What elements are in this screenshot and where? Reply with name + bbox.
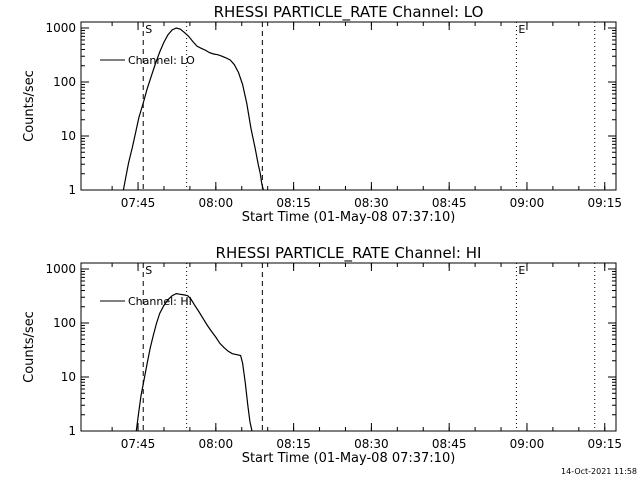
x-tick-label: 07:45: [121, 437, 156, 451]
legend-label: Channel: HI: [128, 295, 192, 308]
footer-timestamp: 14-Oct-2021 11:58: [561, 467, 637, 476]
x-tick-label: 07:45: [121, 196, 156, 210]
x-tick-label: 09:00: [510, 196, 545, 210]
x-tick-label: 08:00: [199, 196, 234, 210]
marker-label: S: [145, 264, 152, 277]
y-tick-label: 1000: [45, 262, 76, 276]
x-tick-label: 08:30: [354, 437, 389, 451]
x-tick-label: 09:00: [510, 437, 545, 451]
lo-channel-panel: RHESSI PARTICLE_RATE Channel: LO 07:45 08:…: [22, 3, 622, 225]
x-tick-label: 08:15: [276, 437, 311, 451]
y-axis-label: Counts/sec: [22, 70, 37, 142]
x-tick-label: 08:45: [432, 196, 467, 210]
y-tick-label: 100: [53, 316, 76, 330]
marker-label: S: [145, 23, 152, 36]
hi-channel-panel: RHESSI PARTICLE_RATE Channel: HI 07:45 08:…: [22, 244, 622, 466]
y-tick-label: 1: [68, 424, 76, 438]
y-axis-label: Counts/sec: [22, 311, 37, 383]
x-tick-label: 09:15: [587, 437, 622, 451]
x-tick-label: 08:00: [199, 437, 234, 451]
plot-frame: [80, 262, 617, 432]
legend-label: Channel: LO: [128, 54, 195, 67]
y-tick-label: 100: [53, 75, 76, 89]
marker-label: E: [518, 23, 525, 36]
x-tick-label: 08:15: [276, 196, 311, 210]
plot-frame: [80, 21, 617, 191]
y-tick-label: 10: [61, 370, 76, 384]
x-axis-label: Start Time (01-May-08 07:37:10): [242, 210, 456, 225]
chart-title: RHESSI PARTICLE_RATE Channel: HI: [216, 244, 482, 263]
x-tick-label: 09:15: [587, 196, 622, 210]
x-axis-label: Start Time (01-May-08 07:37:10): [242, 451, 456, 466]
series-line: [122, 27, 264, 191]
x-tick-label: 08:30: [354, 196, 389, 210]
marker-label: E: [518, 264, 525, 277]
y-tick-label: 1: [68, 183, 76, 197]
series-line: [135, 292, 253, 432]
x-tick-label: 08:45: [432, 437, 467, 451]
y-tick-label: 1000: [45, 21, 76, 35]
y-tick-label: 10: [61, 129, 76, 143]
chart-title: RHESSI PARTICLE_RATE Channel: LO: [214, 3, 484, 22]
